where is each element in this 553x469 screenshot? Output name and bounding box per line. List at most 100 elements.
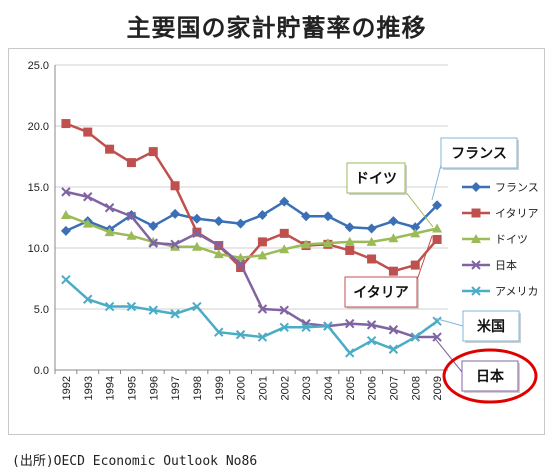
series-line — [65, 122, 439, 273]
x-tick-label: 2008 — [410, 376, 422, 400]
x-tick-label: 2003 — [301, 376, 313, 400]
data-point — [279, 305, 289, 315]
x-tick-label: 1998 — [192, 376, 204, 400]
data-point — [61, 275, 71, 285]
callout-label: ドイツ — [355, 171, 397, 187]
data-point — [367, 254, 377, 264]
x-tick-label: 2005 — [345, 376, 357, 400]
legend-label: 日本 — [495, 258, 517, 272]
callout-label: フランス — [451, 146, 507, 162]
data-point — [61, 187, 71, 197]
data-point — [410, 332, 420, 342]
data-point — [170, 239, 180, 250]
data-point — [104, 301, 115, 312]
data-point — [236, 263, 246, 273]
data-point — [257, 210, 268, 221]
series-フランス — [60, 196, 443, 236]
data-point — [126, 230, 137, 240]
data-point — [214, 240, 224, 251]
x-tick-label: 2002 — [279, 376, 291, 400]
data-point — [126, 211, 137, 221]
data-point — [60, 210, 71, 220]
series-イタリア — [61, 119, 442, 276]
data-point — [126, 301, 137, 312]
data-point — [388, 216, 399, 227]
x-tick-label: 2000 — [236, 376, 248, 400]
data-point — [61, 119, 71, 129]
data-point — [366, 320, 377, 330]
x-tick-label: 2001 — [257, 376, 269, 400]
data-point — [471, 208, 481, 218]
data-point — [83, 192, 93, 202]
data-point — [322, 238, 333, 248]
data-point — [214, 327, 224, 337]
y-tick-label: 25.0 — [28, 60, 49, 72]
data-point — [213, 216, 224, 227]
callout-label: 日本 — [476, 368, 505, 385]
data-point — [170, 181, 180, 191]
data-point — [410, 260, 420, 270]
callout-イタリア: イタリア — [344, 235, 433, 309]
data-point — [279, 244, 290, 254]
series-日本 — [61, 187, 442, 342]
callout-フランス: フランス — [431, 137, 519, 201]
series-line — [65, 213, 438, 260]
data-point — [366, 336, 377, 346]
data-point — [170, 241, 181, 251]
data-point — [257, 304, 268, 314]
data-point — [366, 223, 377, 234]
data-point — [105, 144, 115, 154]
chart-frame — [8, 48, 545, 435]
callout-box — [440, 137, 518, 169]
series-line — [65, 200, 438, 233]
data-point — [148, 305, 158, 315]
x-tick-label: 1997 — [170, 376, 182, 400]
data-point — [323, 321, 333, 331]
y-tick-label: 20.0 — [28, 121, 49, 133]
data-point — [191, 213, 202, 224]
legend-label: イタリア — [495, 207, 539, 220]
data-point — [235, 329, 246, 340]
source-note: (出所)OECD Economic Outlook No86 — [12, 454, 258, 469]
data-point — [148, 221, 159, 232]
callout-box — [344, 276, 418, 308]
data-point — [257, 250, 268, 260]
callout-pointer — [404, 190, 434, 228]
y-tick-label: 5.0 — [34, 304, 49, 316]
data-point — [301, 239, 312, 249]
data-point — [432, 332, 442, 342]
data-point — [213, 249, 224, 259]
data-point — [432, 223, 443, 233]
data-point — [192, 228, 202, 239]
data-point — [191, 241, 202, 251]
data-point — [279, 228, 289, 238]
callout-label: イタリア — [353, 285, 408, 301]
data-point — [410, 222, 421, 233]
chart-title: 主要国の家計貯蓄率の推移 — [126, 14, 427, 42]
x-tick-label: 1994 — [105, 376, 117, 400]
callout-box — [461, 360, 519, 392]
data-point — [82, 218, 93, 228]
callout-label: 米国 — [477, 318, 505, 335]
x-tick-label: 2009 — [432, 376, 444, 400]
data-point — [104, 203, 115, 213]
x-tick-label: 2004 — [323, 376, 335, 400]
callout-米国: 米国 — [433, 310, 521, 343]
x-tick-label: 2007 — [388, 376, 400, 400]
series-アメリカ — [61, 275, 442, 358]
data-point — [235, 218, 246, 229]
callout-pointer — [431, 164, 442, 201]
data-point — [388, 266, 398, 276]
callout-pointer — [433, 317, 464, 327]
legend-label: フランス — [495, 181, 539, 194]
legend-label: ドイツ — [495, 233, 528, 246]
callout-box — [346, 162, 406, 194]
data-point — [301, 211, 312, 222]
data-point — [279, 322, 289, 333]
data-point — [471, 286, 481, 296]
data-point — [345, 348, 355, 358]
data-point — [279, 196, 290, 207]
y-tick-label: 0.0 — [34, 365, 49, 377]
